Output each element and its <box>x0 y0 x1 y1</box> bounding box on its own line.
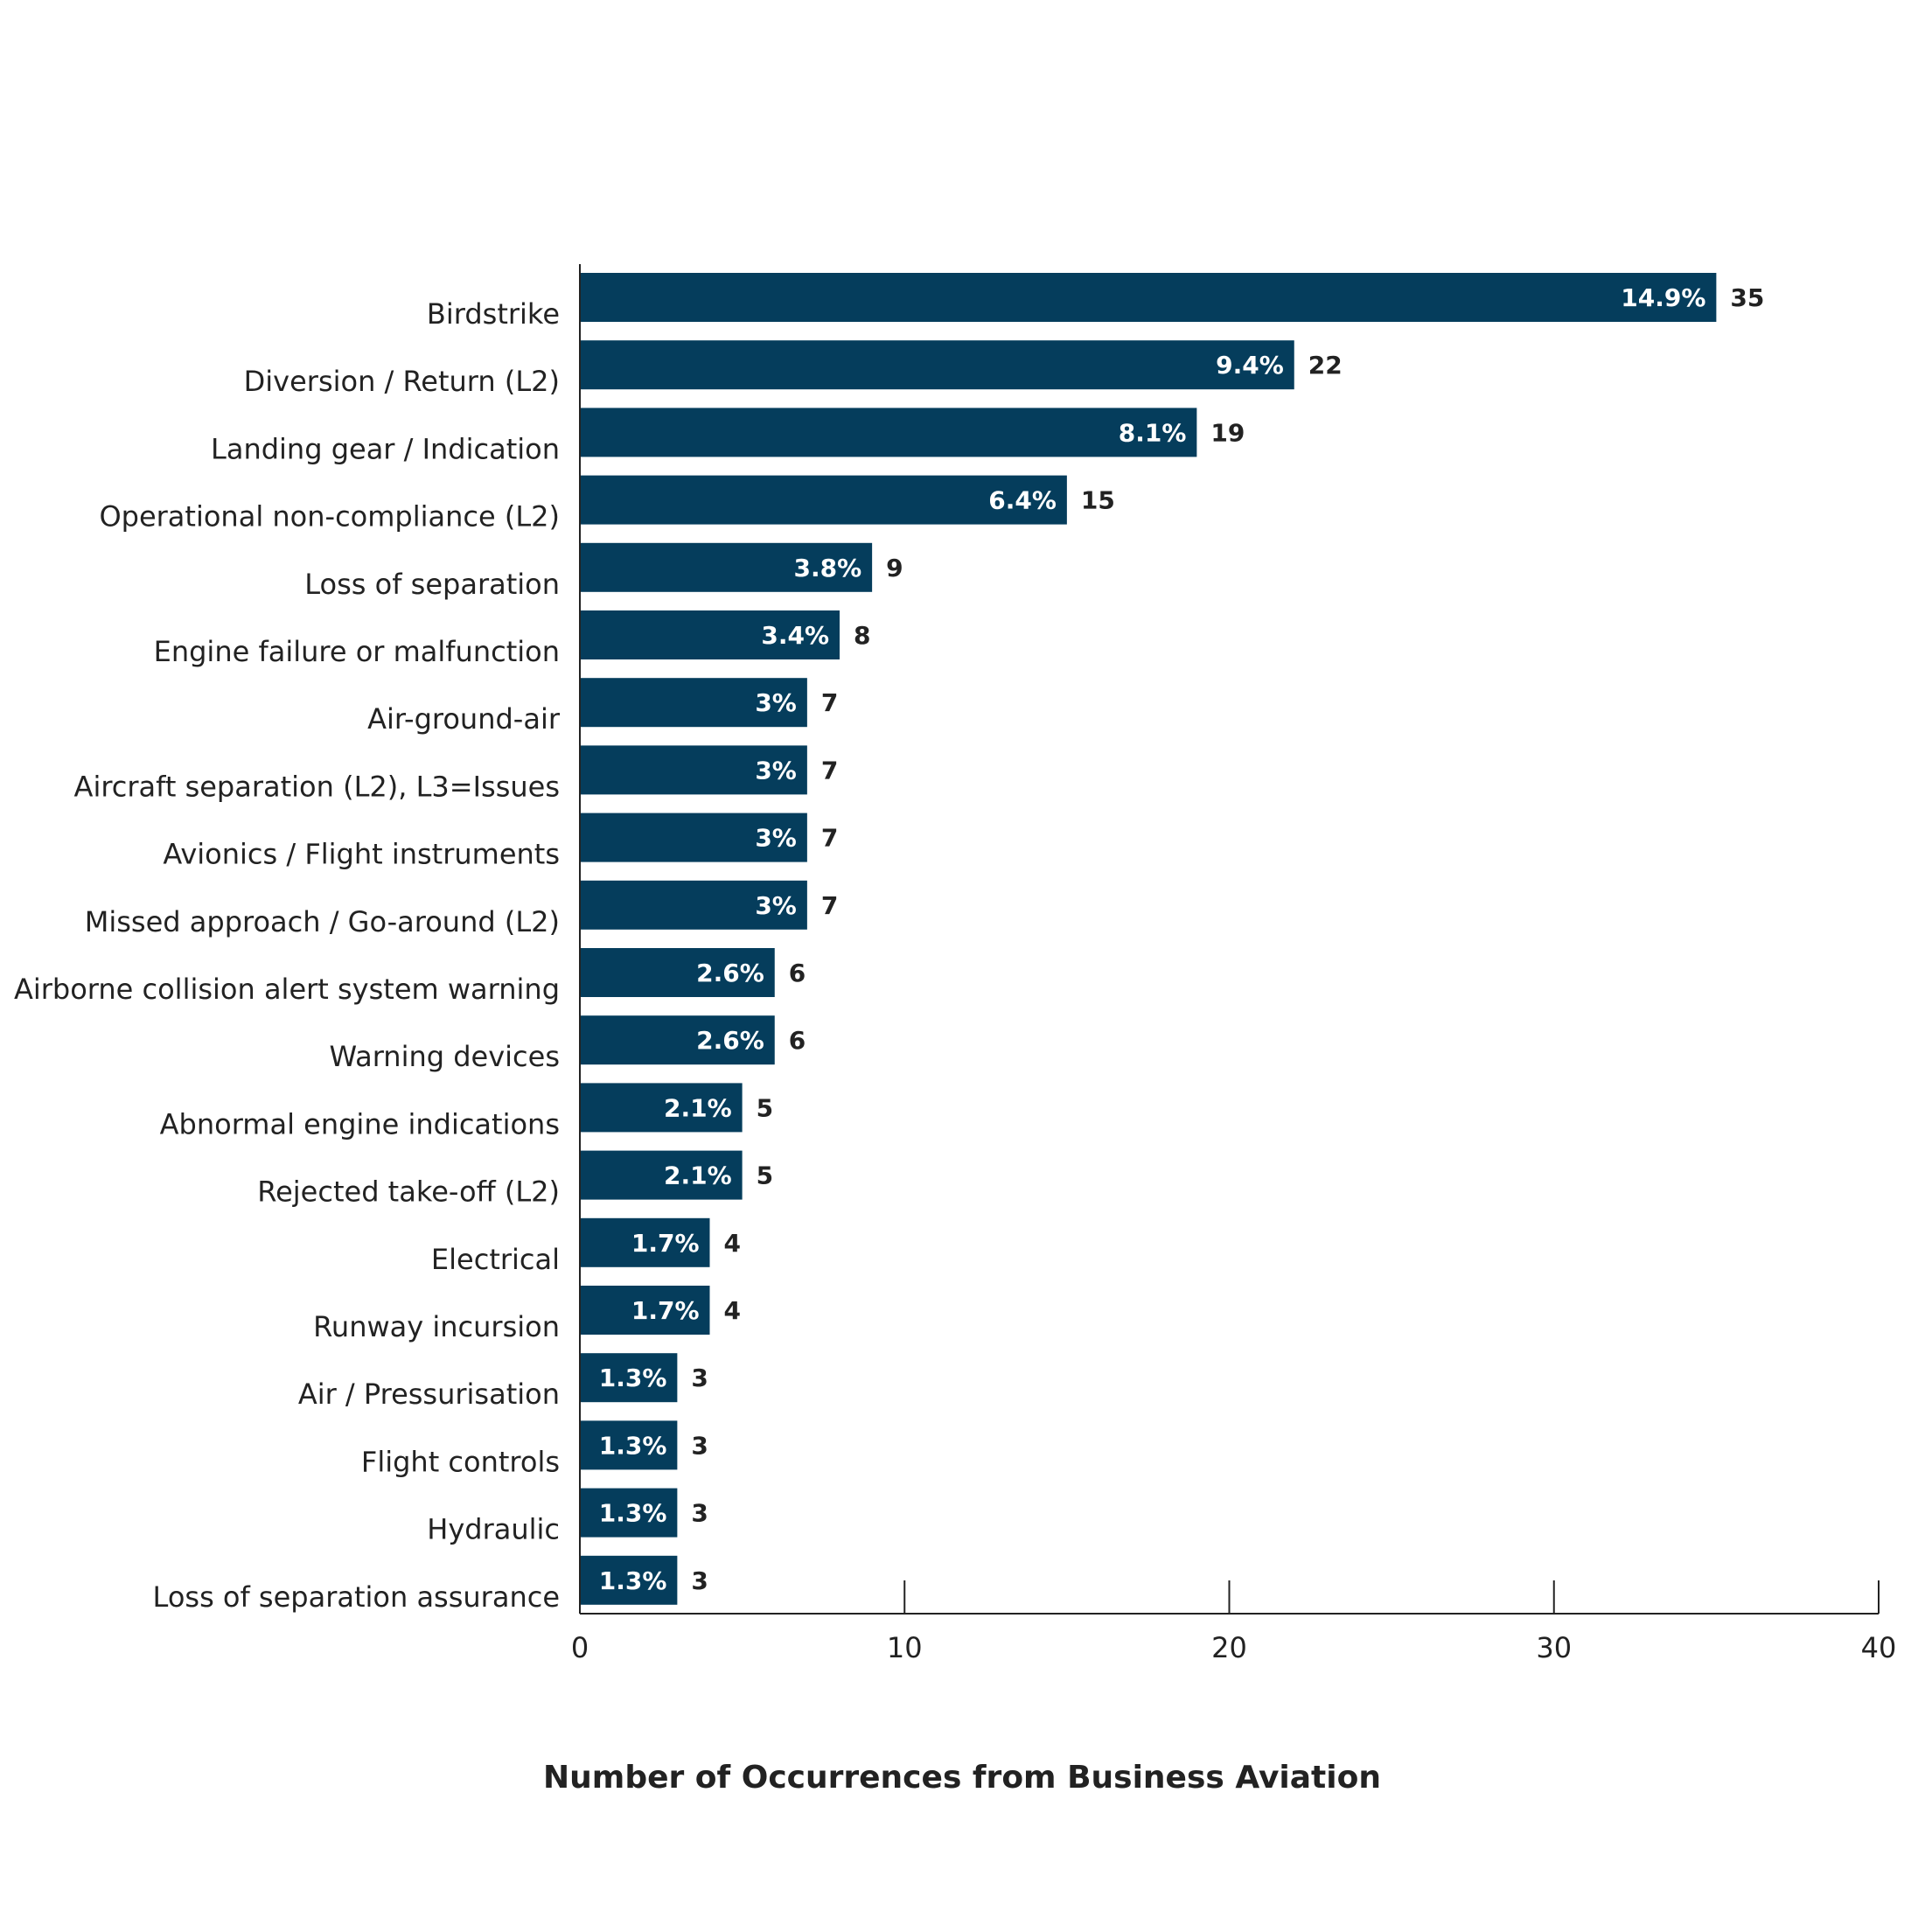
category-label: Operational non-compliance (L2) <box>99 500 560 534</box>
bar <box>580 1353 678 1403</box>
bar-value-label: 4 <box>724 1296 741 1325</box>
bar-percent-label: 8.1% <box>1119 418 1187 447</box>
bar <box>580 813 807 862</box>
bar-percent-label: 1.3% <box>599 1431 667 1460</box>
bar-percent-label: 1.7% <box>631 1229 700 1258</box>
x-axis-label: Number of Occurrences from Business Avia… <box>543 1760 1381 1796</box>
bar <box>580 542 873 592</box>
category-label: Runway incursion <box>313 1310 560 1343</box>
bar <box>580 1286 710 1335</box>
bar-value-label: 3 <box>691 1566 708 1595</box>
bar-percent-label: 1.3% <box>599 1499 667 1528</box>
category-label: Loss of separation assurance <box>153 1580 560 1614</box>
bar-value-label: 15 <box>1081 486 1115 515</box>
bar <box>580 1150 743 1200</box>
bar-value-label: 7 <box>821 756 838 785</box>
bar-percent-label: 3% <box>755 756 797 785</box>
bar-value-label: 5 <box>757 1161 773 1190</box>
category-label: Landing gear / Indication <box>211 432 560 465</box>
bar-percent-label: 3.8% <box>793 554 861 582</box>
category-label: Missed approach / Go-around (L2) <box>85 905 560 938</box>
category-label: Electrical <box>431 1243 560 1276</box>
bar <box>580 408 1197 457</box>
bar-value-label: 19 <box>1210 418 1245 447</box>
category-label: Aircraft separation (L2), L3=Issues <box>74 770 560 803</box>
category-label: Rejected take-off (L2) <box>257 1175 560 1209</box>
bar-percent-label: 1.3% <box>599 1566 667 1595</box>
bar-percent-label: 3% <box>755 824 797 853</box>
category-label: Air-ground-air <box>367 702 561 736</box>
category-label: Airborne collision alert system warning <box>14 973 560 1006</box>
category-label: Engine failure or malfunction <box>154 635 560 668</box>
bar-percent-label: 2.6% <box>696 959 764 987</box>
bar-value-label: 7 <box>821 824 838 853</box>
bar <box>580 610 840 659</box>
bar-percent-label: 1.3% <box>599 1364 667 1392</box>
x-tick-label: 30 <box>1536 1631 1572 1664</box>
bar-value-label: 35 <box>1730 283 1764 312</box>
x-tick-label: 10 <box>887 1631 923 1664</box>
bar <box>580 1083 743 1133</box>
bar <box>580 273 1717 322</box>
bar <box>580 745 807 795</box>
category-labels-group: Birdstrike Diversion / Return (L2) Landing… <box>14 297 561 1614</box>
bar-value-label: 3 <box>691 1499 708 1528</box>
bar-percent-label: 2.1% <box>664 1161 732 1190</box>
category-label: Flight controls <box>361 1445 560 1478</box>
bar-value-label: 4 <box>724 1229 741 1258</box>
bar-percent-label: 1.7% <box>631 1296 700 1325</box>
bar-value-label: 3 <box>691 1364 708 1392</box>
bar <box>580 1420 678 1470</box>
bar-value-label: 5 <box>757 1093 773 1122</box>
category-label: Diversion / Return (L2) <box>244 365 560 398</box>
bar-percent-label: 2.1% <box>664 1093 732 1122</box>
bar <box>580 1488 678 1538</box>
category-label: Air / Pressurisation <box>298 1378 560 1411</box>
bar-value-label: 22 <box>1308 351 1343 380</box>
bar <box>580 340 1294 390</box>
bar-value-label: 3 <box>691 1431 708 1460</box>
bar-percent-label: 9.4% <box>1216 351 1284 380</box>
category-label: Warning devices <box>329 1040 560 1073</box>
bar-value-label: 9 <box>886 554 903 582</box>
bar <box>580 1015 775 1065</box>
bar-percent-label: 6.4% <box>988 486 1057 515</box>
bar-percent-label: 3.4% <box>761 621 829 650</box>
bar-percent-label: 2.6% <box>696 1026 764 1055</box>
bar-value-label: 7 <box>821 891 838 920</box>
bar <box>580 880 807 930</box>
bar-value-label: 7 <box>821 688 838 717</box>
bar <box>580 948 775 997</box>
bar-percent-label: 3% <box>755 891 797 920</box>
category-label: Hydraulic <box>427 1513 560 1546</box>
bar-value-label: 6 <box>789 959 806 987</box>
bar-value-label: 6 <box>789 1026 806 1055</box>
bar <box>580 1555 678 1605</box>
x-tick-label: 40 <box>1861 1631 1897 1664</box>
bar <box>580 678 807 728</box>
category-label: Birdstrike <box>427 297 560 331</box>
category-label: Loss of separation <box>304 568 560 601</box>
bar-percent-label: 3% <box>755 688 797 717</box>
bar <box>580 475 1067 525</box>
bar-percent-label: 14.9% <box>1621 283 1705 312</box>
x-tick-label: 20 <box>1211 1631 1247 1664</box>
bar <box>580 1217 710 1267</box>
bar-value-label: 8 <box>854 621 870 650</box>
x-axis: 0 10 20 30 40 <box>571 264 1897 1664</box>
x-tick-label: 0 <box>571 1631 589 1664</box>
bars-group: 14.9% 359.4% 228.1% 196.4% 153.8% 93.4% 83% 73%… <box>580 273 1764 1605</box>
category-label: Abnormal engine indications <box>160 1107 560 1140</box>
category-label: Avionics / Flight instruments <box>163 838 560 871</box>
